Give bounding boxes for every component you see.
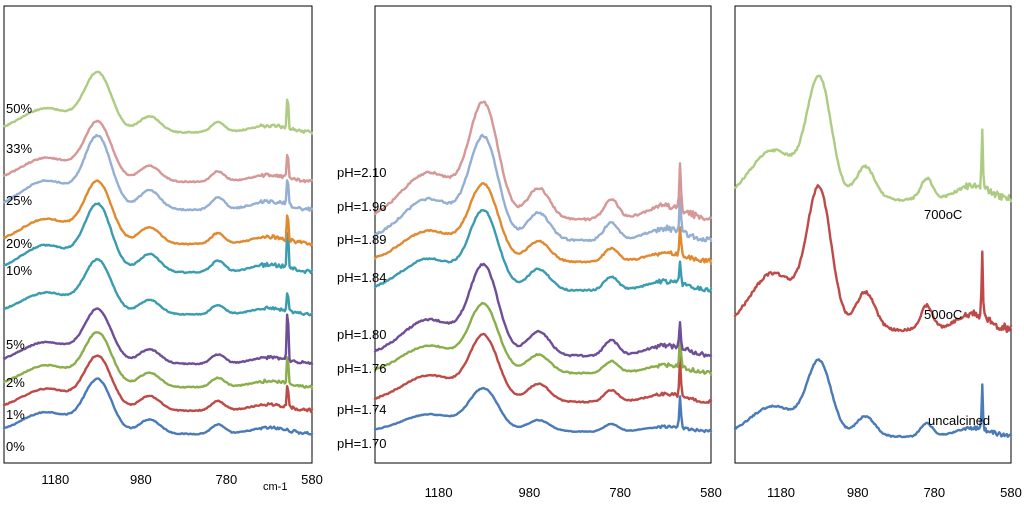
series-line	[373, 332, 713, 404]
x-tick-label: 580	[700, 485, 722, 500]
series-label: 50%	[6, 101, 32, 116]
x-tick-label: 780	[216, 472, 238, 487]
series-label: pH=1.96	[337, 199, 387, 214]
series-label: pH=1.74	[337, 402, 387, 417]
series-label: 5%	[6, 337, 25, 352]
panel-concentration: 50% 33% 25% 20% 10% 5% 2% 1% 0% 1180 980 780 580 cm…	[2, 5, 323, 493]
series-line	[2, 202, 314, 275]
series-line	[2, 257, 314, 317]
panel-3-frame	[734, 5, 1012, 464]
series-line	[373, 182, 713, 265]
series-label: pH=1.89	[337, 232, 387, 247]
panel-3-series-labels: 700oC 500oC uncalcined	[924, 207, 990, 428]
series-line	[2, 307, 314, 366]
x-tick-label: 780	[923, 485, 945, 500]
series-line	[2, 377, 314, 436]
series-label: pH=1.70	[337, 436, 387, 451]
x-tick-label: 980	[847, 485, 869, 500]
series-line	[373, 262, 713, 358]
series-line	[373, 209, 713, 293]
series-label: pH=1.80	[337, 327, 387, 342]
series-line	[733, 184, 1013, 334]
series-label: 1%	[6, 407, 25, 422]
panel-2-traces	[373, 100, 713, 434]
series-label: 700oC	[924, 207, 962, 222]
panel-1-frame	[3, 5, 313, 464]
x-tick-label: 1180	[425, 485, 453, 500]
panel-1-traces	[2, 70, 314, 436]
series-label: uncalcined	[928, 413, 990, 428]
panel-3-traces	[733, 74, 1013, 439]
x-tick-label: 580	[301, 472, 323, 487]
panel-ph: pH=2.10 pH=1.96 pH=1.89 pH=1.84 pH=1.80 pH=1.…	[337, 5, 722, 500]
series-label: 10%	[6, 263, 32, 278]
series-label: pH=1.76	[337, 361, 387, 376]
series-line	[2, 119, 314, 184]
panel-1-series-labels: 50% 33% 25% 20% 10% 5% 2% 1% 0%	[6, 101, 32, 454]
series-line	[2, 133, 314, 212]
series-line	[373, 100, 713, 222]
series-label: pH=2.10	[337, 165, 387, 180]
series-line	[373, 133, 713, 243]
series-label: 2%	[6, 375, 25, 390]
series-line	[2, 331, 314, 390]
x-tick-label: 580	[1000, 485, 1022, 500]
panel-2-series-labels: pH=2.10 pH=1.96 pH=1.89 pH=1.84 pH=1.80 pH=1.…	[337, 165, 387, 451]
panel-1-x-unit-label: cm-1	[263, 481, 287, 493]
panel-2-x-ticks: 1180 980 780 580	[425, 485, 722, 500]
series-label: 25%	[6, 193, 32, 208]
x-tick-label: 980	[130, 472, 152, 487]
series-line	[733, 358, 1013, 439]
series-line	[2, 70, 314, 135]
series-label: 500oC	[924, 307, 962, 322]
x-tick-label: 980	[519, 485, 541, 500]
panel-3-x-ticks: 1180 980 780 580	[767, 485, 1022, 500]
series-line	[2, 354, 314, 413]
series-line	[733, 74, 1013, 203]
x-tick-label: 780	[609, 485, 631, 500]
x-tick-label: 1180	[767, 485, 795, 500]
x-tick-label: 1180	[41, 472, 69, 487]
series-label: 0%	[6, 439, 25, 454]
series-label: 20%	[6, 236, 32, 251]
series-line	[2, 179, 314, 247]
series-line	[373, 386, 713, 434]
panel-calcination: 700oC 500oC uncalcined 1180 980 780 580	[733, 5, 1022, 500]
series-line	[373, 301, 713, 376]
series-label: pH=1.84	[337, 270, 387, 285]
series-label: 33%	[6, 141, 32, 156]
panel-1-x-ticks: 1180 980 780 580	[41, 472, 323, 487]
